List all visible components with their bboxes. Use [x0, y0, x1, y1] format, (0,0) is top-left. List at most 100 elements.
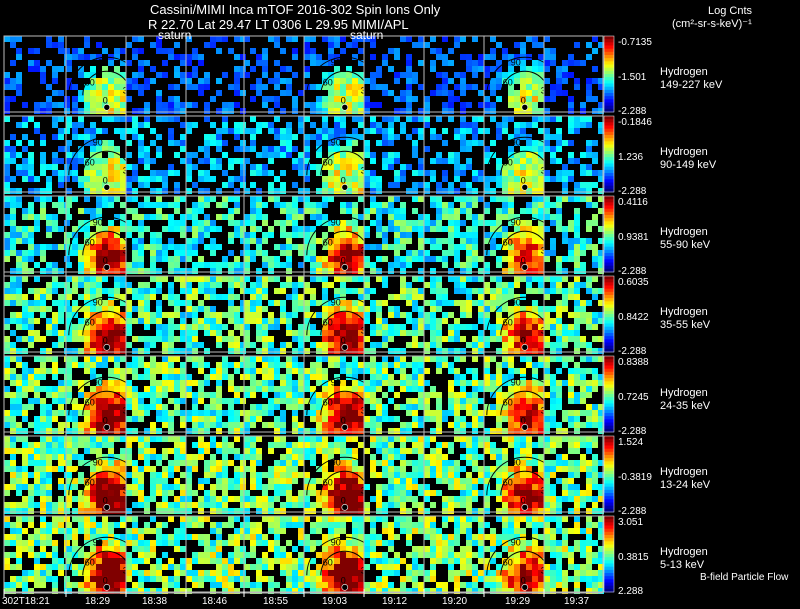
pixel-cell	[234, 66, 240, 72]
pixel-cell	[120, 336, 126, 342]
pixel-cell	[562, 140, 568, 146]
pixel-cell	[198, 380, 204, 386]
colorbar-segment	[604, 400, 614, 404]
pixel-cell	[526, 250, 532, 256]
pixel-cell	[412, 422, 418, 428]
pixel-cell	[472, 196, 478, 202]
pixel-cell	[96, 380, 102, 386]
pixel-cell	[222, 116, 228, 122]
pixel-cell	[568, 116, 574, 122]
pixel-cell	[210, 324, 216, 330]
pixel-cell	[244, 244, 250, 250]
pixel-cell	[592, 374, 598, 380]
pixel-cell	[40, 268, 46, 274]
pixel-cell	[328, 36, 334, 42]
pixel-cell	[340, 220, 346, 226]
pixel-cell	[90, 214, 96, 220]
pixel-cell	[28, 368, 34, 374]
pixel-cell	[144, 84, 150, 90]
pixel-cell	[502, 330, 508, 336]
pixel-cell	[186, 508, 192, 514]
pixel-cell	[388, 226, 394, 232]
pixel-cell	[52, 72, 58, 78]
pixel-cell	[580, 164, 586, 170]
pixel-cell	[436, 84, 442, 90]
pixel-cell	[484, 152, 490, 158]
pixel-cell	[280, 484, 286, 490]
pixel-cell	[496, 362, 502, 368]
pixel-cell	[328, 188, 334, 194]
pixel-cell	[96, 466, 102, 472]
pixel-cell	[244, 36, 250, 42]
pixel-cell	[502, 232, 508, 238]
pixel-cell	[334, 116, 340, 122]
pixel-cell	[460, 262, 466, 268]
pixel-cell	[210, 96, 216, 102]
pixel-cell	[186, 374, 192, 380]
pixel-cell	[460, 392, 466, 398]
pixel-cell	[364, 152, 370, 158]
pixel-cell	[400, 368, 406, 374]
pixel-cell	[334, 72, 340, 78]
pixel-cell	[132, 410, 138, 416]
pixel-cell	[114, 428, 120, 434]
pixel-cell	[234, 102, 240, 108]
pixel-cell	[72, 84, 78, 90]
pixel-cell	[132, 116, 138, 122]
pixel-cell	[78, 422, 84, 428]
pixel-cell	[592, 422, 598, 428]
pixel-cell	[4, 202, 10, 208]
pixel-cell	[250, 196, 256, 202]
pixel-cell	[210, 368, 216, 374]
pixel-cell	[10, 342, 16, 348]
colorbar-segment	[604, 339, 614, 343]
pixel-cell	[532, 392, 538, 398]
pixel-cell	[592, 312, 598, 318]
pixel-cell	[4, 72, 10, 78]
pixel-cell	[508, 134, 514, 140]
pixel-cell	[10, 282, 16, 288]
pixel-cell	[222, 368, 228, 374]
pixel-cell	[250, 404, 256, 410]
pixel-cell	[526, 312, 532, 318]
pixel-cell	[120, 116, 126, 122]
pixel-cell	[234, 134, 240, 140]
pixel-cell	[46, 448, 52, 454]
pixel-cell	[370, 176, 376, 182]
pixel-cell	[156, 398, 162, 404]
pixel-cell	[180, 436, 186, 442]
pixel-cell	[400, 422, 406, 428]
pixel-cell	[430, 60, 436, 66]
pixel-cell	[244, 312, 250, 318]
pixel-cell	[352, 250, 358, 256]
pixel-cell	[222, 466, 228, 472]
pixel-cell	[4, 508, 10, 514]
pixel-cell	[364, 348, 370, 354]
pixel-cell	[244, 330, 250, 336]
pixel-cell	[204, 330, 210, 336]
pixel-cell	[198, 158, 204, 164]
pixel-cell	[210, 410, 216, 416]
pixel-cell	[328, 404, 334, 410]
pixel-cell	[304, 42, 310, 48]
pixel-cell	[138, 404, 144, 410]
pixel-cell	[262, 392, 268, 398]
pixel-cell	[240, 36, 246, 42]
pixel-cell	[34, 318, 40, 324]
pixel-cell	[162, 478, 168, 484]
pixel-cell	[298, 152, 304, 158]
pixel-cell	[28, 176, 34, 182]
contour-label: 30	[361, 325, 371, 335]
pixel-cell	[22, 170, 28, 176]
pixel-cell	[304, 336, 310, 342]
pixel-cell	[40, 164, 46, 170]
pixel-cell	[562, 78, 568, 84]
pixel-cell	[84, 356, 90, 362]
pixel-cell	[394, 348, 400, 354]
pixel-cell	[234, 496, 240, 502]
pixel-cell	[198, 392, 204, 398]
pixel-cell	[574, 300, 580, 306]
pixel-cell	[472, 226, 478, 232]
pixel-cell	[274, 72, 280, 78]
pixel-cell	[46, 288, 52, 294]
